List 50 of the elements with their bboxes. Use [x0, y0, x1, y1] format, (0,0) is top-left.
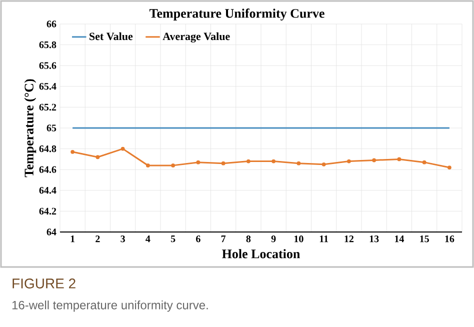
- y-tick-label: 64.6: [39, 166, 56, 173]
- y-tick-label: 65.2: [39, 104, 56, 111]
- x-tick-label: 3: [120, 236, 125, 242]
- y-axis-title: Temperature (°C): [24, 79, 36, 178]
- x-tick-label: 14: [394, 236, 404, 242]
- x-tick-label: 11: [320, 236, 328, 242]
- x-tick-label: 12: [344, 236, 354, 242]
- y-tick-label: 65.8: [39, 41, 56, 48]
- point: [146, 163, 150, 168]
- y-tick-label: 64.8: [39, 145, 56, 152]
- point: [296, 161, 301, 166]
- legend-label: Set Value: [90, 32, 133, 40]
- x-tick-label: 2: [96, 236, 100, 242]
- x-axis-title: Hole Location: [222, 249, 300, 258]
- y-tick-label: 65.6: [39, 62, 56, 69]
- y-tick-label: 65: [46, 124, 56, 132]
- point: [246, 159, 250, 164]
- x-tick-label: 10: [294, 236, 304, 242]
- point: [372, 158, 376, 162]
- x-tick-label: 13: [370, 236, 379, 242]
- x-tick-label: 5: [170, 236, 176, 242]
- y-tick-label: 65.4: [39, 83, 56, 90]
- point: [272, 159, 276, 164]
- point: [397, 157, 402, 162]
- x-tick-label: 7: [221, 236, 226, 242]
- x-tick-label: 6: [196, 236, 200, 242]
- point: [196, 160, 200, 164]
- x-tick-label: 16: [445, 236, 454, 242]
- legend-label: Average Value: [162, 32, 230, 42]
- point: [70, 150, 75, 154]
- y-tick-label: 66: [46, 20, 56, 28]
- point: [120, 146, 125, 151]
- x-tick-label: 1: [70, 236, 75, 242]
- point: [171, 163, 176, 168]
- caption: FIGURE 2: [12, 278, 76, 288]
- point: [96, 155, 100, 160]
- x-tick-label: 4: [146, 236, 150, 242]
- y-tick-label: 64: [46, 228, 56, 236]
- y-tick-label: 64.2: [39, 208, 56, 215]
- point: [322, 162, 326, 166]
- x-tick-label: 9: [271, 236, 276, 242]
- y-tick-label: 64.4: [39, 187, 56, 194]
- x-tick-label: 8: [246, 236, 251, 242]
- point: [346, 159, 351, 164]
- point: [447, 166, 452, 170]
- text: 16-well temperature uniformity curve.: [12, 300, 208, 312]
- x-tick-label: 15: [420, 236, 429, 242]
- point: [221, 161, 226, 166]
- chart-title: Temperature Uniformity Curve: [149, 8, 324, 20]
- point: [422, 160, 426, 164]
